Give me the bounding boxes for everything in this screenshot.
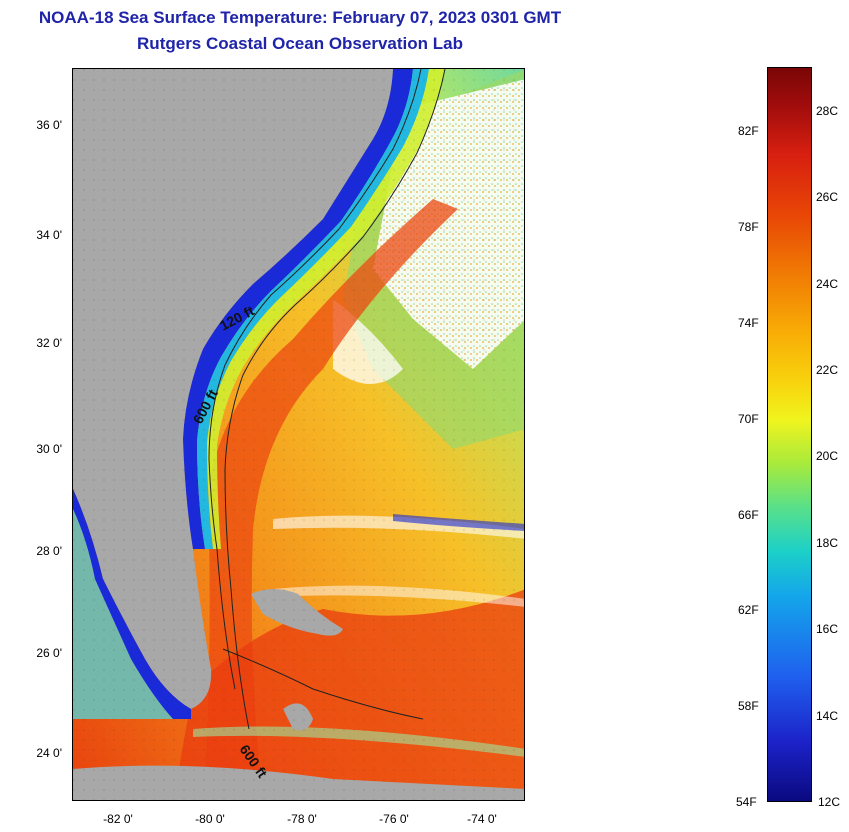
lat-label: 26 0' (36, 646, 62, 660)
colorbar-c-label: 26C (816, 190, 839, 204)
colorbar-c-label: 18C (816, 536, 839, 550)
colorbar-f-label: 66F (738, 508, 759, 522)
colorbar-f-label: 62F (738, 603, 759, 617)
lon-label: -82 0' (103, 812, 133, 826)
sst-map-image: 120 ft 600 ft 600 ft (73, 69, 524, 800)
lat-label: 24 0' (36, 746, 62, 760)
colorbar-f-label: 70F (738, 412, 759, 426)
map-subtitle: Rutgers Coastal Ocean Observation Lab (137, 34, 463, 53)
colorbar-c-label: 28C (816, 104, 839, 118)
colorbar-f-label: 74F (738, 316, 759, 330)
colorbar-f-label: 54F (736, 795, 757, 809)
sst-map: 120 ft 600 ft 600 ft (72, 68, 525, 801)
map-title: NOAA-18 Sea Surface Temperature: Februar… (38, 8, 562, 27)
lon-label: -74 0' (467, 812, 497, 826)
colorbar-c-label: 22C (816, 363, 839, 377)
colorbar-c-label: 20C (816, 449, 839, 463)
lon-label: -78 0' (287, 812, 317, 826)
temperature-colorbar (767, 67, 812, 802)
lat-label: 28 0' (36, 544, 62, 558)
colorbar-f-label: 78F (738, 220, 759, 234)
lon-label: -76 0' (379, 812, 409, 826)
lat-label: 32 0' (36, 336, 62, 350)
colorbar-c-label: 12C (818, 795, 841, 809)
lon-label: -80 0' (195, 812, 225, 826)
lat-label: 34 0' (36, 228, 62, 242)
colorbar-c-label: 16C (816, 622, 839, 636)
colorbar-c-label: 24C (816, 277, 839, 291)
colorbar-f-label: 82F (738, 124, 759, 138)
colorbar-f-label: 58F (738, 699, 759, 713)
lat-label: 36 0' (36, 118, 62, 132)
lat-label: 30 0' (36, 442, 62, 456)
colorbar-c-label: 14C (816, 709, 839, 723)
